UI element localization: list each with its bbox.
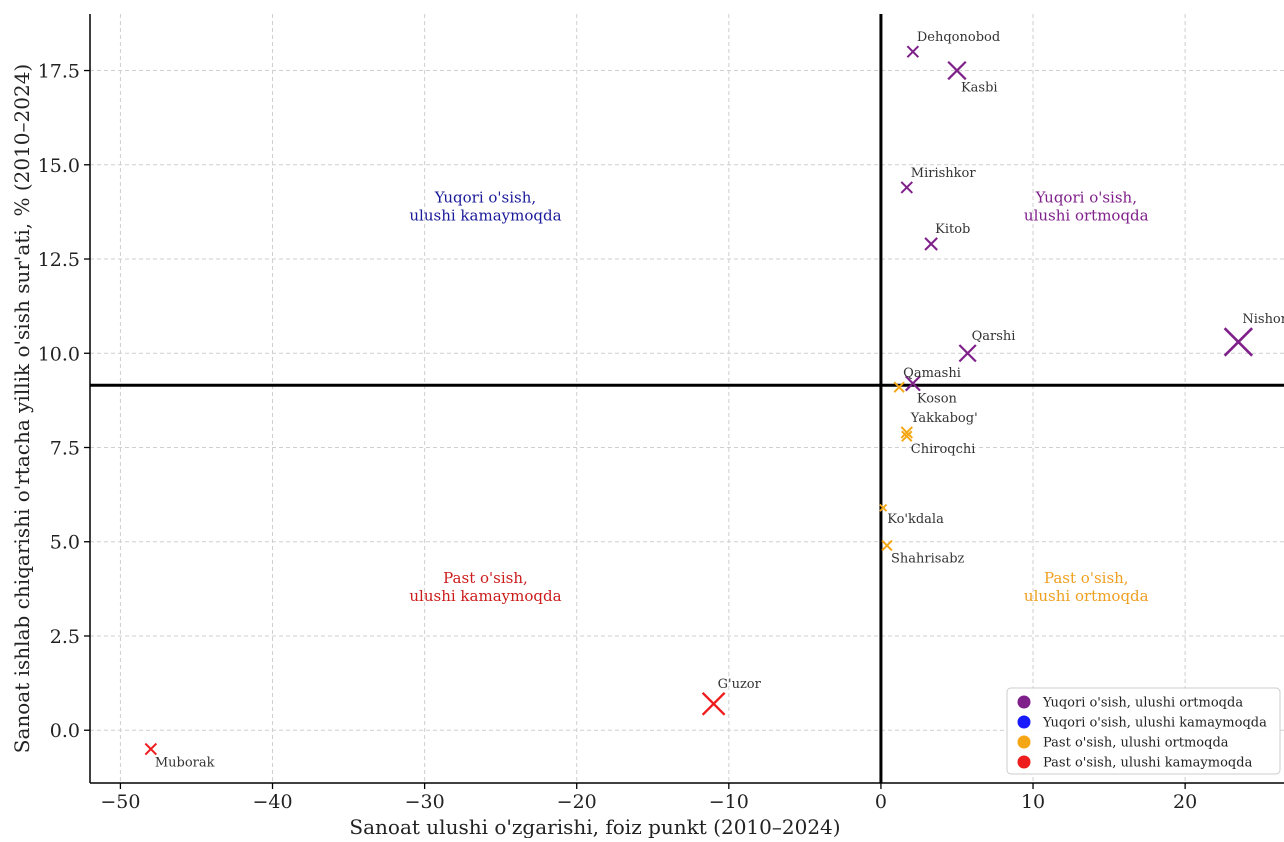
y-tick-label: 2.5 bbox=[50, 626, 80, 648]
point-label: Shahrisabz bbox=[891, 551, 965, 566]
y-tick-label: 12.5 bbox=[38, 249, 80, 271]
data-point: Ko'kdala bbox=[879, 503, 944, 527]
x-tick-label: −20 bbox=[557, 791, 597, 813]
legend: Yuqori o'sish, ulushi ortmoqda Yuqori o's… bbox=[1006, 687, 1281, 775]
x-tick-label: 10 bbox=[1021, 791, 1045, 813]
data-point: Muborak bbox=[144, 742, 215, 771]
point-label: Kasbi bbox=[961, 80, 998, 95]
legend-entry-label: Past o'sish, ulushi kamaymoqda bbox=[1043, 756, 1253, 771]
point-marker-stroke bbox=[904, 375, 921, 392]
point-marker-stroke bbox=[958, 344, 977, 363]
data-point: Kitob bbox=[924, 222, 970, 251]
quadrant-label: Yuqori o'sish, ulushi ortmoqda bbox=[1024, 188, 1149, 224]
x-tick-label: 20 bbox=[1173, 791, 1197, 813]
point-label: Muborak bbox=[155, 756, 215, 771]
point-marker-stroke bbox=[900, 181, 913, 194]
legend-entry-label: Past o'sish, ulushi ortmoqda bbox=[1043, 736, 1229, 751]
point-label: Qamashi bbox=[903, 366, 961, 381]
quadrant-label-line: ulushi kamaymoqda bbox=[409, 206, 561, 224]
data-point: Chiroqchi bbox=[901, 430, 976, 457]
quadrant-label-line: ulushi ortmoqda bbox=[1024, 587, 1149, 605]
data-point: Dehqonobod bbox=[906, 30, 1000, 58]
point-marker-stroke bbox=[924, 237, 938, 251]
point-marker-stroke bbox=[947, 60, 967, 81]
data-point: Mirishkor bbox=[900, 166, 977, 194]
legend-box bbox=[1006, 687, 1281, 775]
x-tick-label: −30 bbox=[405, 791, 445, 813]
axes: −50 −40 −30 −20 −10 0 10 20 0.0 2.5 5.0 7.5 10.0 12.5… bbox=[10, 14, 1284, 839]
point-label: Koson bbox=[917, 392, 958, 407]
point-label: Qarshi bbox=[972, 329, 1016, 344]
quadrant-label-line: Past o'sish, bbox=[443, 569, 528, 587]
point-label: Dehqonobod bbox=[917, 30, 1000, 45]
quadrant-label-line: Past o'sish, bbox=[1044, 569, 1129, 587]
quadrant-label: Past o'sish, ulushi kamaymoqda bbox=[409, 569, 561, 605]
legend-marker bbox=[1017, 715, 1031, 729]
y-tick-label: 15.0 bbox=[38, 155, 80, 177]
data-point: Yakkabog' bbox=[900, 411, 978, 439]
y-axis-label: Sanoat ishlab chiqarishi o'rtacha yillik… bbox=[10, 64, 34, 753]
quadrant-label-line: ulushi ortmoqda bbox=[1024, 206, 1149, 224]
grid-lines bbox=[90, 14, 1284, 783]
legend-entry-label: Yuqori o'sish, ulushi kamaymoqda bbox=[1042, 716, 1267, 731]
y-tick-label: 5.0 bbox=[50, 532, 80, 554]
point-marker-stroke bbox=[879, 503, 888, 512]
x-tick-label: −10 bbox=[709, 791, 749, 813]
quadrant-label-line: ulushi kamaymoqda bbox=[409, 587, 561, 605]
point-label: G'uzor bbox=[718, 677, 762, 692]
point-marker-stroke bbox=[1223, 327, 1254, 357]
y-tick-label: 0.0 bbox=[50, 720, 80, 742]
point-marker-stroke bbox=[906, 45, 920, 58]
legend-marker bbox=[1017, 735, 1031, 749]
data-point: G'uzor bbox=[701, 677, 762, 716]
y-tick-label: 10.0 bbox=[38, 343, 80, 365]
quadrant-label: Past o'sish, ulushi ortmoqda bbox=[1024, 569, 1149, 605]
y-tick-label: 7.5 bbox=[50, 438, 80, 460]
x-tick-label: −50 bbox=[100, 791, 140, 813]
reference-lines bbox=[90, 14, 1284, 783]
data-point: Kasbi bbox=[947, 60, 998, 95]
point-label: Ko'kdala bbox=[887, 512, 944, 527]
quadrant-label: Yuqori o'sish, ulushi kamaymoqda bbox=[409, 188, 561, 224]
point-marker-stroke bbox=[701, 691, 726, 716]
point-marker-stroke bbox=[893, 381, 905, 393]
point-marker-stroke bbox=[144, 742, 158, 756]
legend-marker bbox=[1017, 695, 1031, 709]
data-point: Qamashi bbox=[893, 366, 961, 393]
legend-marker bbox=[1017, 755, 1031, 769]
quadrant-label-line: Yuqori o'sish, bbox=[434, 188, 536, 206]
x-axis-label: Sanoat ulushi o'zgarishi, foiz punkt (20… bbox=[349, 815, 840, 838]
quadrant-label-line: Yuqori o'sish, bbox=[1035, 188, 1137, 206]
point-marker-stroke bbox=[900, 426, 913, 439]
point-label: Nishon bbox=[1242, 312, 1284, 327]
point-label: Mirishkor bbox=[911, 166, 977, 181]
data-point: Koson bbox=[904, 375, 958, 407]
point-label: Chiroqchi bbox=[911, 442, 976, 457]
point-label: Yakkabog' bbox=[910, 411, 978, 426]
point-label: Kitob bbox=[935, 222, 970, 237]
point-marker-stroke bbox=[881, 539, 893, 552]
data-point: Shahrisabz bbox=[881, 539, 965, 566]
x-tick-label: −40 bbox=[252, 791, 292, 813]
legend-entry-label: Yuqori o'sish, ulushi ortmoqda bbox=[1042, 696, 1243, 711]
y-tick-label: 17.5 bbox=[38, 61, 80, 83]
x-tick-label: 0 bbox=[875, 791, 887, 813]
data-point: Nishon bbox=[1223, 312, 1284, 357]
data-points: Dehqonobod Kasbi Mirishkor Kitob Nishon Qarsh… bbox=[144, 30, 1284, 771]
data-point: Qarshi bbox=[958, 329, 1016, 363]
point-marker-stroke bbox=[901, 430, 913, 442]
